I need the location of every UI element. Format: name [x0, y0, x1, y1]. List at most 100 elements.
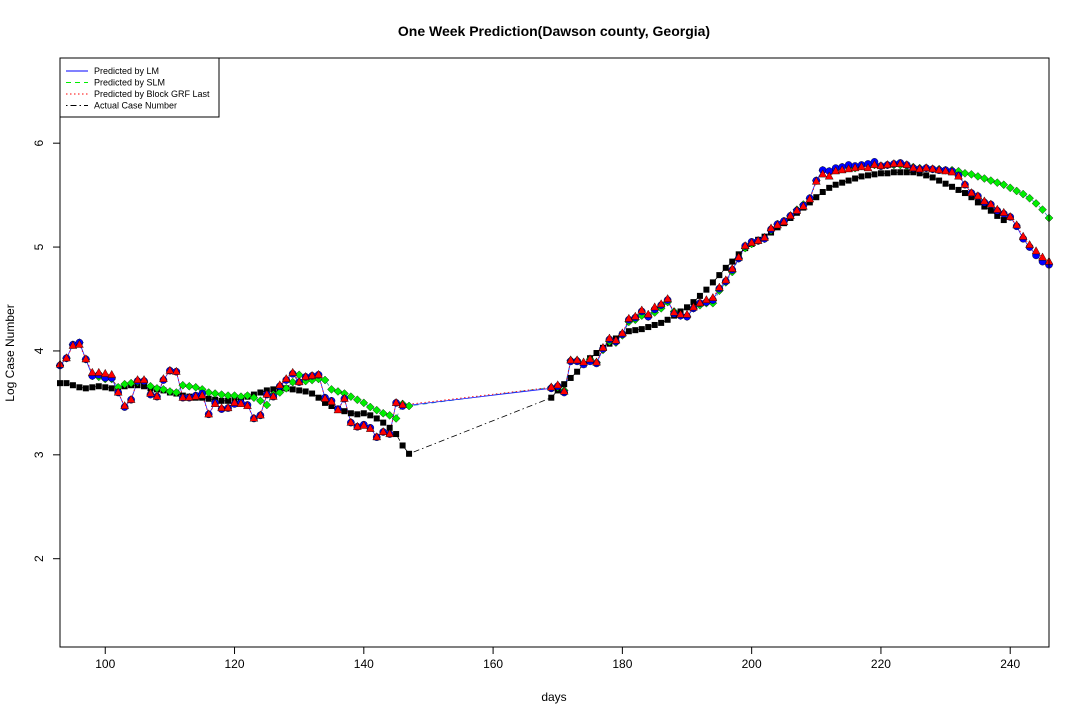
data-point	[870, 160, 879, 168]
legend-label: Actual Case Number	[94, 101, 177, 111]
data-point	[87, 367, 97, 376]
data-point	[314, 369, 323, 378]
data-point	[1031, 246, 1041, 255]
data-point	[1025, 240, 1034, 248]
data-point	[734, 252, 744, 261]
data-point	[916, 170, 923, 177]
data-point	[799, 201, 808, 210]
data-point	[289, 386, 296, 393]
data-point	[139, 375, 149, 384]
data-point	[108, 385, 115, 392]
data-point	[327, 385, 336, 394]
data-point	[223, 403, 233, 412]
data-point	[819, 189, 826, 196]
data-point	[365, 402, 375, 412]
data-point	[404, 401, 414, 411]
data-point	[146, 388, 155, 397]
data-point	[593, 350, 600, 357]
data-point	[68, 340, 78, 349]
data-point	[1038, 252, 1047, 261]
data-point	[359, 398, 369, 408]
data-point	[249, 393, 259, 402]
data-point	[753, 235, 763, 244]
data-point	[839, 179, 846, 186]
data-point	[281, 374, 291, 382]
data-point	[572, 355, 582, 364]
data-point	[94, 367, 104, 376]
data-point	[333, 405, 343, 414]
data-point	[243, 391, 252, 400]
data-point	[955, 186, 962, 193]
data-point	[378, 408, 388, 418]
data-point	[999, 180, 1009, 190]
legend-label: Predicted by SLM	[94, 78, 165, 88]
data-point	[82, 385, 89, 392]
data-point	[923, 172, 930, 179]
data-point	[676, 309, 685, 318]
data-point	[658, 319, 665, 326]
data-point	[288, 367, 298, 376]
data-point	[863, 163, 873, 172]
data-point	[69, 382, 76, 389]
data-point	[393, 431, 400, 438]
data-point	[385, 411, 394, 420]
data-point	[709, 279, 716, 286]
data-point	[954, 171, 963, 180]
data-point	[561, 381, 568, 388]
data-point	[967, 170, 976, 179]
data-point	[178, 392, 188, 401]
data-point	[249, 413, 259, 422]
data-point	[302, 388, 309, 395]
data-point	[1005, 183, 1015, 193]
data-point	[236, 399, 246, 407]
data-point	[831, 166, 841, 175]
data-point	[225, 397, 232, 404]
data-point	[986, 176, 996, 185]
x-tick-label: 100	[95, 657, 115, 671]
data-point	[347, 410, 354, 417]
data-point	[567, 374, 574, 381]
legend-box	[59, 57, 220, 118]
data-point	[637, 305, 647, 314]
data-point	[257, 389, 264, 396]
data-point	[826, 184, 833, 191]
data-point	[76, 384, 83, 391]
y-tick-label: 2	[32, 555, 46, 562]
data-point	[165, 387, 175, 396]
data-point	[385, 429, 395, 438]
data-point	[1005, 212, 1015, 220]
plot-frame	[59, 57, 1050, 648]
data-point	[973, 191, 983, 200]
data-point	[947, 167, 957, 176]
y-tick-label: 6	[32, 140, 46, 147]
data-point	[333, 387, 343, 396]
data-point	[928, 164, 937, 173]
data-point	[378, 427, 388, 435]
data-point	[165, 365, 175, 374]
data-point	[113, 387, 123, 396]
legend: Predicted by LM Predicted by SLMPredicted…	[59, 57, 220, 118]
data-point	[703, 286, 710, 293]
data-point	[1012, 220, 1022, 229]
data-point	[690, 299, 697, 306]
data-point	[902, 160, 912, 168]
data-point	[883, 160, 892, 168]
data-point	[360, 410, 367, 417]
data-point	[903, 169, 910, 176]
data-point	[1018, 189, 1028, 199]
data-point	[172, 366, 181, 375]
data-point	[980, 196, 989, 205]
data-point	[566, 355, 575, 364]
data-point	[218, 397, 225, 404]
data-point	[372, 432, 382, 441]
data-point	[172, 388, 181, 397]
data-point	[141, 383, 148, 390]
data-point	[210, 389, 220, 398]
data-point	[328, 402, 335, 409]
data-point	[889, 159, 899, 167]
data-point	[721, 275, 731, 284]
data-point	[779, 217, 789, 226]
data-point	[708, 293, 718, 301]
data-point	[682, 309, 692, 318]
